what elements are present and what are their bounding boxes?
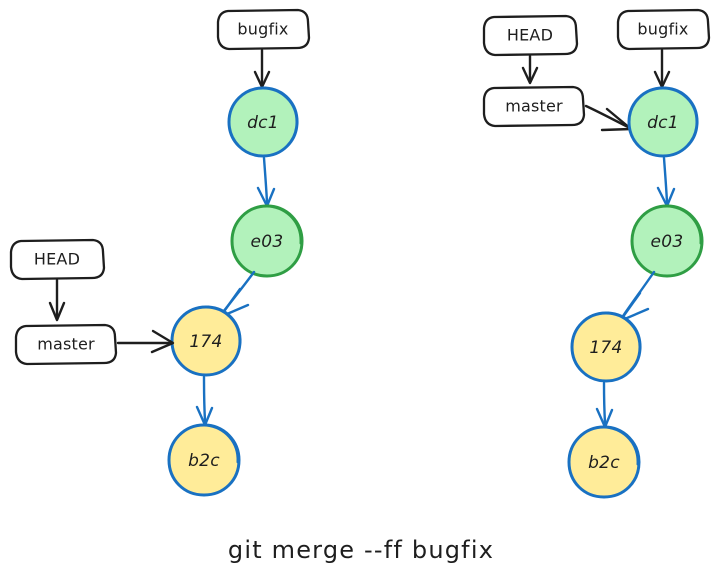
commit-node-e03-left-label: e03 <box>251 232 284 252</box>
panel-before-merge: bugfix dc1 e03 174 <box>9 8 311 497</box>
ref-box-bugfix-right-label: bugfix <box>637 20 688 39</box>
edge-174-to-b2c-right <box>595 381 614 429</box>
commit-node-dc1-right-circle <box>627 86 699 158</box>
commit-node-e03-right-circle <box>630 204 704 278</box>
ref-box-head-right[interactable]: HEAD <box>482 14 579 57</box>
ref-box-head-left-shape <box>9 238 106 281</box>
commit-node-b2c-left[interactable]: b2c <box>167 423 241 497</box>
ref-box-master-right-shape <box>482 85 586 128</box>
edge-e03-to-174-left <box>218 270 256 319</box>
ref-box-master-left[interactable]: master <box>14 323 118 366</box>
edge-e03-to-174-right <box>618 270 656 323</box>
arrow-master-to-174-left <box>116 329 175 354</box>
commit-node-dc1-left-label: dc1 <box>247 113 279 133</box>
ref-box-head-left[interactable]: HEAD <box>9 238 106 281</box>
commit-node-174-right[interactable]: 174 <box>570 311 642 383</box>
commit-node-dc1-left-circle <box>227 86 299 158</box>
commit-node-b2c-right-circle <box>567 425 641 499</box>
commit-node-e03-right[interactable]: e03 <box>630 204 704 278</box>
diagram-caption: git merge --ff bugfix <box>228 536 494 564</box>
ref-box-head-right-shape <box>482 14 579 57</box>
ref-box-head-right-label: HEAD <box>507 26 553 45</box>
commit-node-174-left[interactable]: 174 <box>170 305 242 377</box>
commit-node-b2c-left-circle <box>167 423 241 497</box>
commit-node-dc1-right-label: dc1 <box>647 113 679 133</box>
arrow-bugfix-to-dc1-left <box>253 48 271 89</box>
edge-dc1-to-e03-left <box>256 156 276 208</box>
ref-box-bugfix-left-label: bugfix <box>237 20 288 39</box>
commit-node-174-left-circle <box>170 305 242 377</box>
ref-box-master-right-label: master <box>505 97 563 116</box>
commit-node-e03-left-circle <box>230 204 304 278</box>
ref-box-master-left-shape <box>14 323 118 366</box>
commit-node-dc1-left[interactable]: dc1 <box>227 86 299 158</box>
ref-box-bugfix-right[interactable]: bugfix <box>616 8 711 51</box>
ref-box-head-left-label: HEAD <box>34 250 80 269</box>
arrow-head-to-master-right <box>521 54 539 85</box>
ref-box-master-left-label: master <box>37 335 95 354</box>
commit-node-174-right-circle <box>570 311 642 383</box>
commit-node-dc1-right[interactable]: dc1 <box>627 86 699 158</box>
commit-node-e03-right-label: e03 <box>651 232 684 252</box>
commit-node-b2c-right-label: b2c <box>588 453 620 473</box>
arrow-bugfix-to-dc1-right <box>653 48 671 89</box>
arrow-master-to-dc1-right <box>584 104 633 132</box>
commit-node-b2c-left-label: b2c <box>188 451 220 471</box>
commit-node-174-left-label: 174 <box>189 332 222 352</box>
ref-box-bugfix-left-shape <box>216 8 311 51</box>
commit-node-e03-left[interactable]: e03 <box>230 204 304 278</box>
edge-174-to-b2c-left <box>195 375 214 427</box>
ref-box-bugfix-right-shape <box>616 8 711 51</box>
commit-node-b2c-right[interactable]: b2c <box>567 425 641 499</box>
commit-node-174-right-label: 174 <box>589 338 622 358</box>
panel-after-merge: HEAD master bugfix dc1 <box>482 8 711 499</box>
ref-box-bugfix-left[interactable]: bugfix <box>216 8 311 51</box>
arrow-head-to-master-left <box>48 278 66 322</box>
edge-dc1-to-e03-right <box>656 156 676 208</box>
ref-box-master-right[interactable]: master <box>482 85 586 128</box>
